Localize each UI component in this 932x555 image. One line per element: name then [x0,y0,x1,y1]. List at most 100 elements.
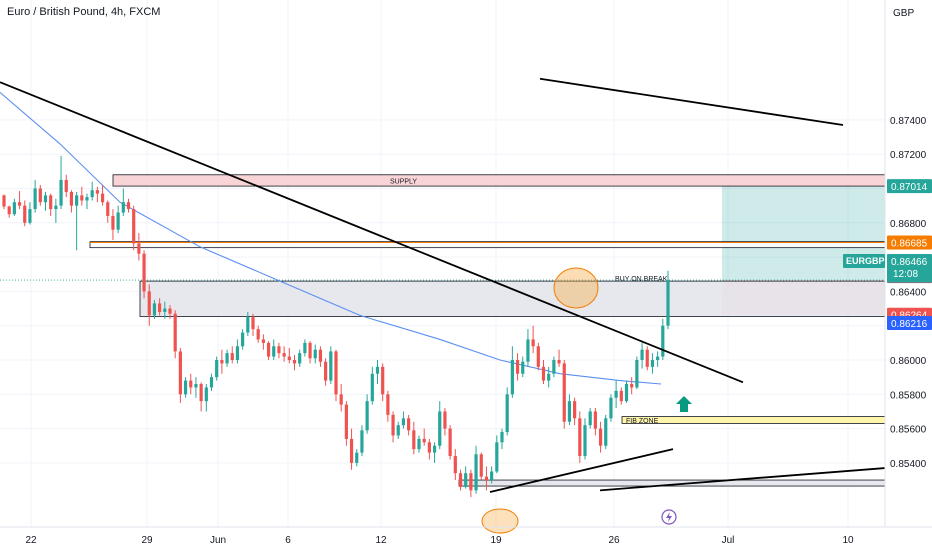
candle [199,382,203,412]
candle-body [344,404,348,439]
candle-body [360,430,364,453]
candle [391,411,395,443]
candle [578,411,582,463]
candle-body [484,476,489,481]
candle-body [256,329,260,340]
candle-body [215,360,219,378]
candle [59,155,63,210]
candle [282,346,286,362]
candle-body [521,361,525,374]
candle-body [427,442,431,453]
candle-body [635,360,639,388]
moving-average-line [0,92,662,385]
price-tick-label: 0.85400 [890,459,927,470]
candle [349,428,354,470]
candle [453,449,457,481]
symbol-title: Euro / British Pound, 4h, FXCM [7,6,161,18]
candle-body [329,351,333,381]
candle-body [573,401,577,419]
candle-body [583,425,587,457]
candle-body [443,411,447,429]
candle-body [479,454,483,477]
candle [209,373,214,391]
candle [298,349,302,367]
candle-body [339,394,343,405]
candle-body [324,361,328,381]
candle-body [266,342,271,357]
candle [308,341,312,364]
zone-supply [112,174,886,187]
candle [412,421,416,455]
candle [422,428,426,446]
candle [448,425,452,460]
candle-body [593,411,597,429]
candle [313,344,317,364]
candle [303,339,307,357]
candle-body [500,432,504,443]
candle [266,341,271,360]
candle-body [604,418,608,446]
candle-body [178,351,182,395]
candle [173,310,177,359]
candle-body [552,360,556,374]
candle [583,418,587,460]
candle [189,373,193,395]
candle-body [303,342,307,354]
bar-timer: 12:08 [893,269,918,280]
candle-body [90,190,94,198]
candle-body [33,188,37,210]
candle-body [64,179,68,192]
candle [375,360,380,385]
time-tick-label: 29 [141,535,153,546]
candle [324,358,328,386]
candle-body [80,195,84,201]
candle [17,191,22,210]
candle [80,186,84,206]
candle-body [277,346,281,354]
candle-body [391,414,395,436]
price-badge-value: 0.86216 [891,319,928,330]
candle [235,339,240,364]
candle [624,380,629,403]
zone-label: SUPPLY [390,178,417,185]
price-badge [887,179,932,194]
candle-body [204,387,208,402]
candle [573,397,577,426]
candle [12,198,16,216]
candle [28,202,32,225]
candle [656,351,660,367]
candle-body [630,384,634,388]
candle [640,342,644,369]
candle [531,325,535,354]
time-tick-label: 19 [490,535,502,546]
candle-body [661,325,665,357]
candle [521,356,525,378]
highlight-circle [553,267,599,309]
candle [438,401,442,450]
candle-body [230,353,234,360]
time-tick-label: Jun [210,535,226,546]
price-badge-value: 0.87014 [891,182,928,193]
lightning-icon-glyph [666,512,672,522]
candle [54,198,58,223]
trendline [599,467,886,492]
candle [90,181,94,201]
candle-body [23,205,27,223]
candle [396,421,400,439]
candle [292,354,297,371]
candle-body [106,202,110,216]
candle [220,349,224,374]
time-tick-label: 10 [842,535,854,546]
highlight-circle-bottom [481,508,519,534]
candle-body [75,195,79,206]
candle-body [370,373,374,402]
candle [230,346,234,364]
candle [147,284,151,326]
candle-body [251,317,255,330]
time-tick-label: 6 [285,535,291,546]
candle-body [619,390,623,402]
price-badge [887,315,932,330]
candle-body [318,349,323,362]
